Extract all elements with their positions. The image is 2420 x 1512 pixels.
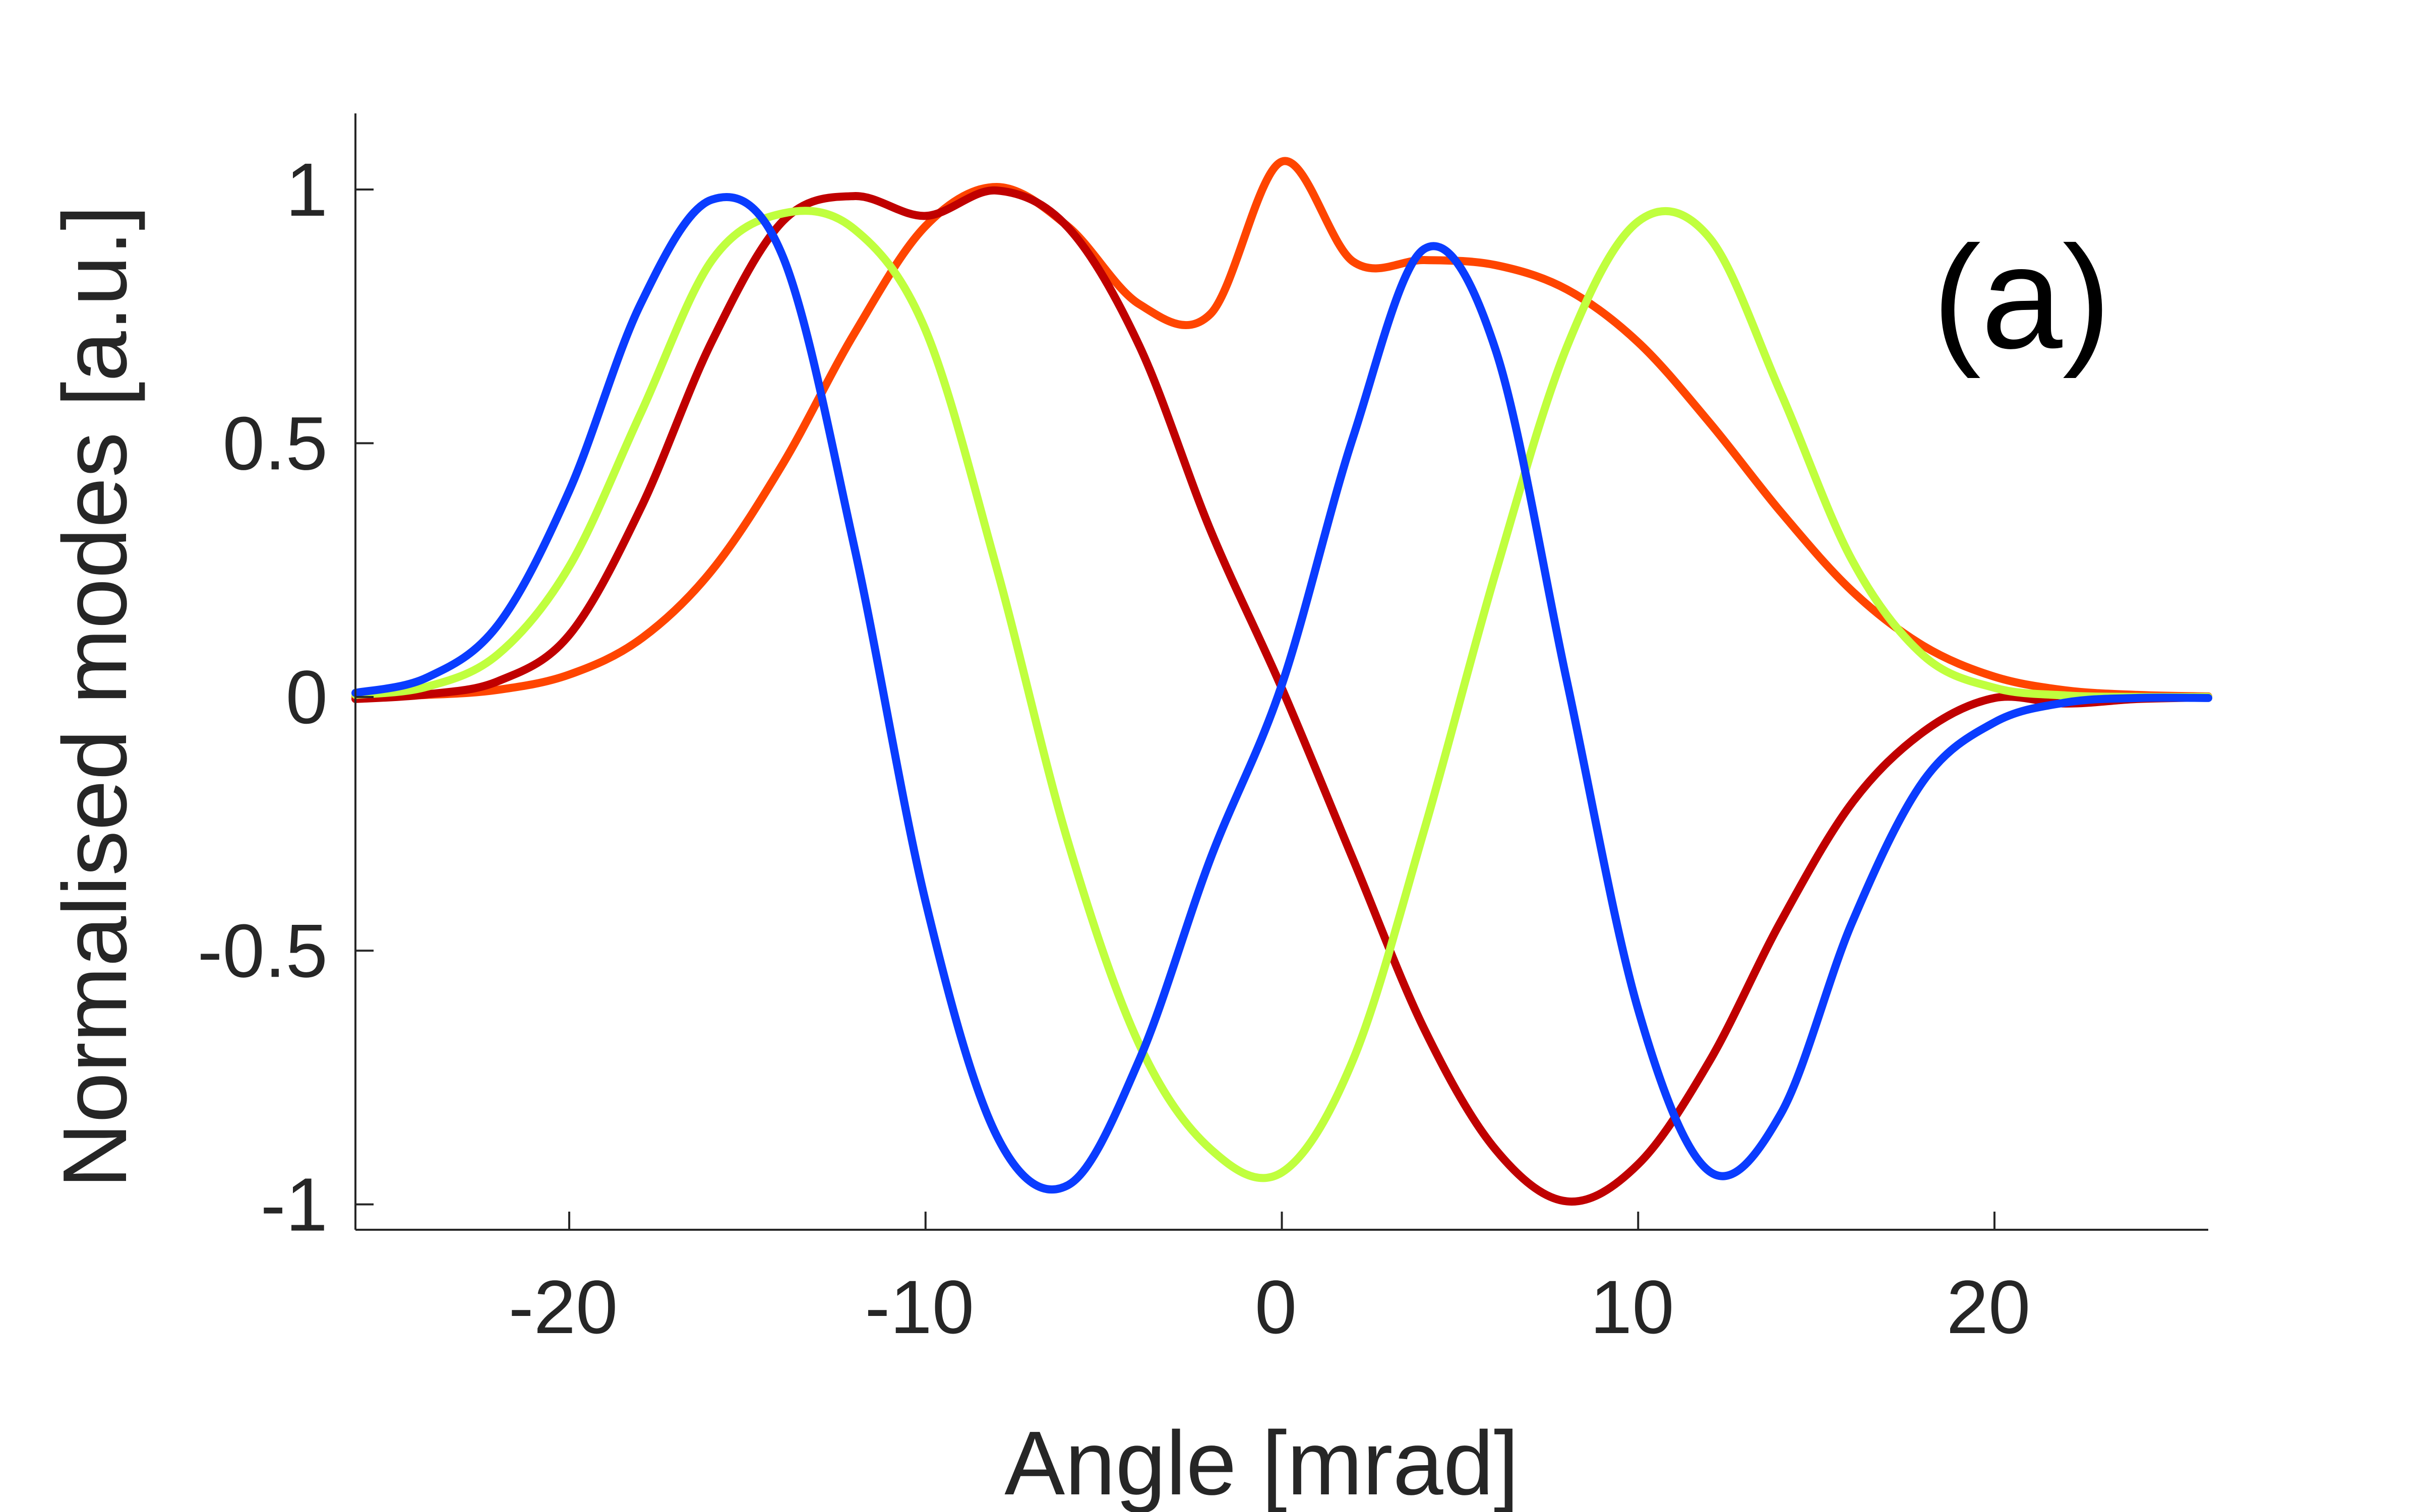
series-layer — [351, 157, 2212, 1206]
panel-label: (a) — [1932, 216, 2111, 380]
x-tick-label: -10 — [865, 1265, 974, 1349]
y-tick-label: -1 — [261, 1162, 328, 1247]
y-axis-label: Normalised modes [a.u.] — [44, 205, 146, 1188]
x-axis-label: Angle [mrad] — [1004, 1413, 1519, 1512]
series-line-4 — [351, 193, 2212, 1193]
y-tick-label: 0 — [286, 655, 328, 739]
x-tick-label: 20 — [1947, 1265, 2031, 1349]
y-tick-label: 0.5 — [222, 401, 328, 485]
x-tick-label: 0 — [1255, 1265, 1297, 1349]
x-axis-ticks: -20 -10 0 10 20 — [509, 1212, 2031, 1349]
x-tick-label: 10 — [1590, 1265, 1674, 1349]
series-line-3 — [351, 207, 2212, 1182]
axes — [354, 113, 2208, 1231]
x-tick-label: -20 — [509, 1265, 618, 1349]
series-line-1 — [351, 157, 2212, 701]
y-tick-label: -0.5 — [198, 908, 328, 993]
y-tick-label: 1 — [286, 147, 328, 232]
y-axis-ticks: -1 -0.5 0 0.5 1 — [198, 147, 374, 1247]
